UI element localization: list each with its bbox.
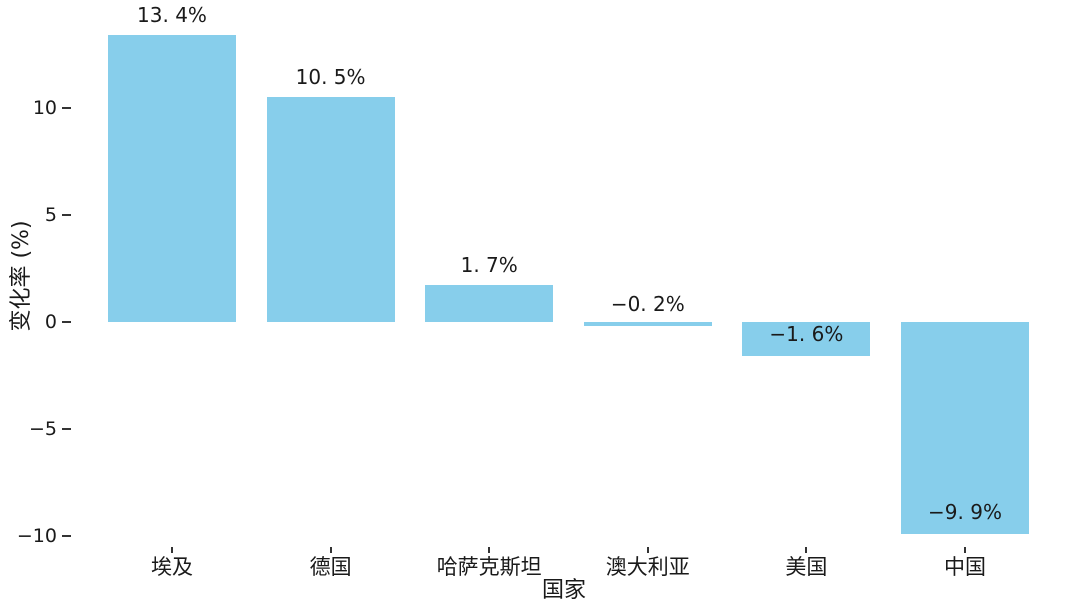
x-tick-label: 哈萨克斯坦 [436,555,542,579]
y-tick-mark [62,213,71,216]
bar [742,321,871,356]
bar [901,321,1029,534]
y-axis-title: 变化率 (%) [9,220,34,332]
bar-value-label: 13. 4% [137,2,207,27]
y-tick-mark [62,106,71,109]
bar [266,96,395,322]
x-tick-label: 中国 [944,555,986,579]
bar [108,34,236,322]
bar [425,285,554,322]
y-tick-label: −5 [28,417,57,440]
y-tick-mark [62,427,71,430]
y-tick-label: −10 [16,524,57,547]
x-tick-mark [488,547,491,553]
bar-value-label: 1. 7% [460,253,518,278]
y-tick-label: 0 [44,310,57,333]
x-tick-mark [646,547,649,553]
bar-value-label: −0. 2% [610,291,685,316]
x-tick-mark [964,547,966,553]
bar-value-label: −1. 6% [769,321,844,346]
y-tick-mark [62,534,71,537]
y-tick-label: 5 [44,203,57,226]
x-tick-mark [171,547,173,553]
x-tick-label: 德国 [309,555,352,579]
x-tick-label: 埃及 [151,555,193,579]
x-tick-mark [329,547,332,553]
y-tick-mark [62,320,71,323]
bar-value-label: 10. 5% [295,64,366,89]
x-tick-label: 美国 [785,555,828,579]
x-tick-mark [805,547,808,553]
bar-value-label: −9. 9% [928,499,1002,524]
bar [583,321,712,326]
y-tick-label: 10 [32,96,57,119]
x-tick-label: 澳大利亚 [605,555,690,579]
x-axis-title: 国家 [541,578,587,603]
